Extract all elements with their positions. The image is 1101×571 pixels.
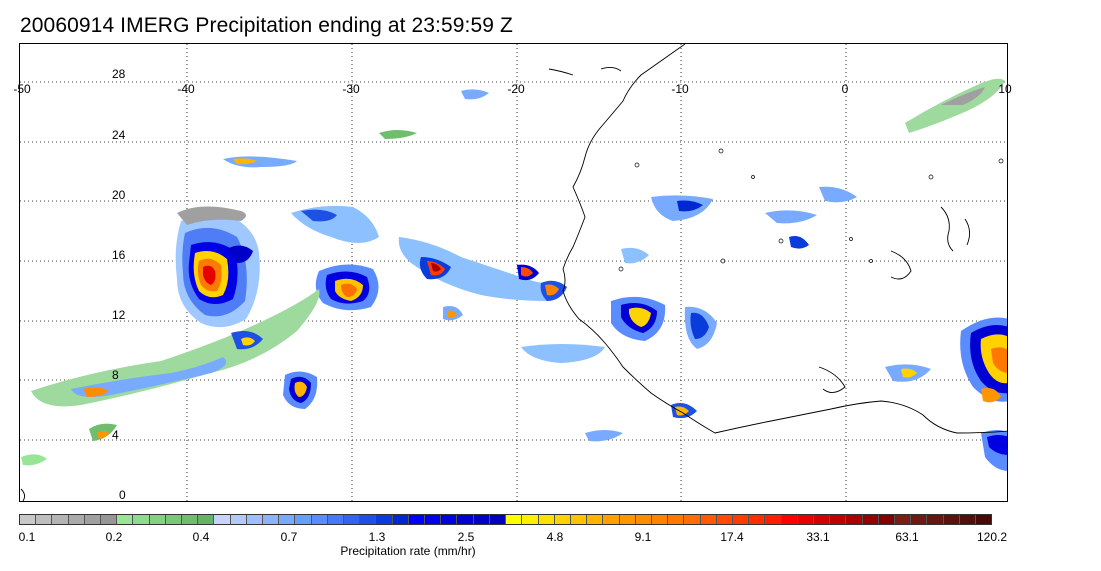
colorbar-swatch [684, 515, 701, 524]
colorbar-swatch [392, 515, 409, 524]
colorbar-swatch [279, 515, 296, 524]
colorbar-swatch [862, 515, 879, 524]
island-outlines [618, 148, 1004, 272]
colorbar-swatch [651, 515, 669, 524]
lon-label: 0 [841, 82, 849, 96]
colorbar-swatch [749, 515, 766, 524]
colorbar-swatch [360, 515, 377, 524]
colorbar-tick-label: 0.2 [105, 530, 123, 544]
coastline [20, 44, 1007, 501]
lon-label: -30 [342, 82, 360, 96]
colorbar-swatch [441, 515, 458, 524]
colorbar-swatch [52, 515, 69, 524]
colorbar-tick-label: 120.2 [976, 530, 1008, 544]
colorbar-swatch [765, 515, 782, 524]
lat-label: 12 [112, 308, 126, 322]
colorbar-swatch [635, 515, 652, 524]
colorbar-swatch [554, 515, 571, 524]
colorbar-tick-label: 63.1 [895, 530, 919, 544]
colorbar [19, 514, 992, 525]
colorbar-tick-label: 0.4 [192, 530, 210, 544]
colorbar-swatch [68, 515, 85, 524]
colorbar-swatch [894, 515, 912, 524]
lon-label: -40 [177, 82, 195, 96]
colorbar-swatch [878, 515, 895, 524]
precipitation-map [19, 43, 1008, 502]
colorbar-swatch [959, 515, 976, 524]
colorbar-swatch [84, 515, 102, 524]
lat-label: 8 [112, 368, 119, 382]
colorbar-swatch [587, 515, 604, 524]
lat-label: 24 [112, 128, 126, 142]
colorbar-swatch [716, 515, 733, 524]
lon-label: -10 [671, 82, 689, 96]
colorbar-swatch [830, 515, 847, 524]
map-canvas [20, 44, 1007, 501]
colorbar-swatch [198, 515, 215, 524]
colorbar-swatch [506, 515, 523, 524]
colorbar-swatch [781, 515, 798, 524]
colorbar-swatch [425, 515, 442, 524]
map-title: 20060914 IMERG Precipitation ending at 2… [20, 14, 513, 37]
colorbar-swatch [36, 515, 53, 524]
colorbar-swatch [20, 515, 37, 524]
colorbar-tick-label: 2.5 [457, 530, 475, 544]
colorbar-swatch [457, 515, 474, 524]
lat-label: 16 [112, 248, 126, 262]
colorbar-swatch [797, 515, 814, 524]
colorbar-swatch [522, 515, 539, 524]
colorbar-swatch [133, 515, 150, 524]
colorbar-swatch [344, 515, 361, 524]
colorbar-swatch [911, 515, 928, 524]
colorbar-swatch [182, 515, 199, 524]
precipitation-field [21, 78, 1007, 471]
colorbar-tick-label: 1.3 [368, 530, 386, 544]
lat-label: 20 [112, 188, 126, 202]
colorbar-tick-label: 17.4 [720, 530, 744, 544]
lat-label: 0 [119, 488, 126, 502]
colorbar-swatch [263, 515, 280, 524]
colorbar-swatch [732, 515, 750, 524]
lat-label: 28 [112, 67, 126, 81]
colorbar-swatch [813, 515, 831, 524]
lon-label: -50 [13, 82, 31, 96]
colorbar-swatch [311, 515, 328, 524]
lat-label: 4 [112, 428, 119, 442]
colorbar-swatch [700, 515, 717, 524]
colorbar-swatch [668, 515, 685, 524]
colorbar-tick-label: 9.1 [634, 530, 652, 544]
colorbar-swatch [846, 515, 863, 524]
colorbar-swatch [376, 515, 393, 524]
colorbar-tick-label: 33.1 [806, 530, 830, 544]
colorbar-swatch [927, 515, 944, 524]
colorbar-tick-label: 4.8 [546, 530, 564, 544]
colorbar-swatch [603, 515, 620, 524]
lon-label: -20 [507, 82, 525, 96]
colorbar-swatch [489, 515, 507, 524]
graticule [20, 44, 1007, 501]
colorbar-swatch [214, 515, 231, 524]
colorbar-swatch [295, 515, 312, 524]
colorbar-swatch [101, 515, 118, 524]
colorbar-swatch [570, 515, 588, 524]
colorbar-swatch [943, 515, 960, 524]
colorbar-swatch [408, 515, 426, 524]
colorbar-swatch [538, 515, 555, 524]
colorbar-swatch [117, 515, 134, 524]
colorbar-swatch [619, 515, 636, 524]
colorbar-swatch [473, 515, 490, 524]
colorbar-swatch [230, 515, 247, 524]
colorbar-swatch [246, 515, 264, 524]
colorbar-title: Precipitation rate (mm/hr) [340, 544, 476, 558]
colorbar-tick-label: 0.1 [18, 530, 36, 544]
colorbar-tick-label: 0.7 [280, 530, 298, 544]
lon-label: 10 [998, 82, 1012, 96]
colorbar-swatch [327, 515, 345, 524]
colorbar-swatch [149, 515, 166, 524]
colorbar-swatch [975, 515, 992, 524]
colorbar-swatch [165, 515, 183, 524]
